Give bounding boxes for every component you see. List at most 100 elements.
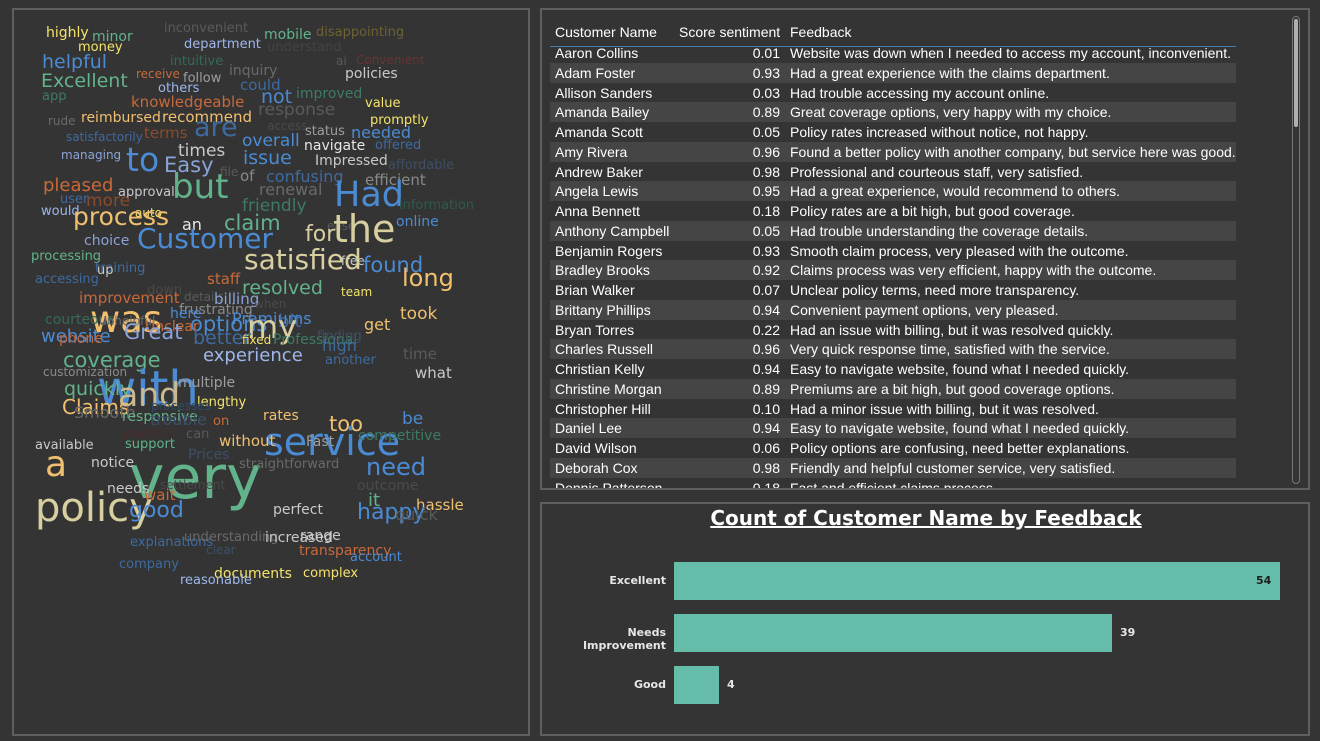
table-row[interactable]: Christine Morgan 0.89 Premiums are a bit h… [550, 378, 1236, 399]
word-cloud-word[interactable]: quickly [64, 378, 132, 400]
word-cloud-word[interactable]: improvement [79, 289, 180, 307]
word-cloud-word[interactable]: others [158, 81, 200, 96]
word-cloud-word[interactable]: knowledgeable [131, 93, 245, 111]
word-cloud-word[interactable]: need [366, 453, 426, 481]
word-cloud-word[interactable]: Prices [188, 447, 230, 463]
word-cloud-word[interactable]: promptly [370, 113, 429, 128]
word-cloud-word[interactable]: better [193, 327, 252, 349]
word-cloud-word[interactable]: for [305, 222, 336, 247]
word-cloud-word[interactable]: fixed [242, 333, 272, 347]
word-cloud-word[interactable]: website [41, 326, 111, 347]
word-cloud-word[interactable]: good [129, 498, 184, 523]
word-cloud-word[interactable]: very [129, 443, 262, 513]
word-cloud-word[interactable]: department [184, 37, 261, 52]
word-cloud-word[interactable]: training [95, 261, 146, 276]
table-scrollbar[interactable] [1292, 16, 1300, 484]
word-cloud-word[interactable]: could [240, 76, 281, 94]
word-cloud-word[interactable]: settlement [160, 478, 226, 492]
word-cloud-word[interactable]: policy [35, 485, 153, 531]
word-cloud-word[interactable]: team [341, 285, 373, 299]
word-cloud-word[interactable]: reasonable [180, 573, 252, 588]
word-cloud-word[interactable]: terms [144, 124, 188, 142]
table-row[interactable]: Bradley Brooks 0.92 Claims process was ver… [550, 260, 1236, 280]
word-cloud-word[interactable]: Great [124, 320, 183, 344]
word-cloud-word[interactable]: ease [327, 219, 356, 233]
column-header-customer-name[interactable]: Customer Name [555, 24, 657, 40]
word-cloud-word[interactable]: mobile [264, 27, 312, 43]
word-cloud-word[interactable]: my [247, 308, 298, 346]
word-cloud-word[interactable]: found [363, 253, 424, 277]
word-cloud-word[interactable]: Easy [164, 153, 214, 177]
word-cloud-word[interactable]: account [350, 550, 402, 565]
word-cloud-word[interactable]: wait [144, 486, 176, 504]
word-cloud-word[interactable]: outcome [357, 478, 419, 494]
word-cloud-word[interactable]: here [170, 306, 202, 322]
word-cloud-word[interactable]: resolved [242, 277, 323, 299]
word-cloud-word[interactable]: online [396, 214, 439, 230]
word-cloud-word[interactable]: too [329, 412, 363, 436]
word-cloud-word[interactable]: with [97, 361, 199, 417]
word-cloud-word[interactable]: rude [48, 114, 76, 128]
bar[interactable] [674, 614, 1112, 652]
word-cloud-word[interactable]: of [240, 167, 255, 185]
word-cloud-word[interactable]: disappointing [316, 25, 405, 40]
table-row[interactable]: Christopher Hill 0.10 Had a minor issue wi… [550, 399, 1236, 419]
word-cloud-word[interactable]: information [399, 198, 475, 213]
word-cloud-word[interactable]: understand [267, 40, 342, 55]
table-row[interactable]: Brittany Phillips 0.94 Convenient payment … [550, 299, 1236, 320]
word-cloud-word[interactable]: times [178, 141, 226, 161]
word-cloud-word[interactable]: up [97, 263, 114, 278]
word-cloud-word[interactable]: auto [135, 206, 163, 220]
feedback-bar-chart[interactable]: Count of Customer Name by Feedback Excel… [540, 502, 1310, 736]
word-cloud-word[interactable]: satisfied [244, 243, 362, 276]
word-cloud-word[interactable]: Had [334, 175, 404, 215]
word-cloud-word[interactable]: choice [84, 233, 130, 249]
word-cloud-word[interactable]: status [305, 124, 345, 139]
word-cloud-word[interactable]: reimbursed [81, 110, 161, 126]
table-row[interactable]: Deborah Cox 0.98 Friendly and helpful cust… [550, 457, 1236, 478]
word-cloud-word[interactable]: hassle [416, 496, 464, 514]
word-cloud-word[interactable]: are [194, 112, 238, 143]
word-cloud-word[interactable]: an [182, 215, 202, 234]
word-cloud-word[interactable]: unhelpful [99, 314, 156, 328]
word-cloud-word[interactable]: but [172, 167, 229, 207]
word-cloud-word[interactable]: time [403, 345, 437, 363]
word-cloud-word[interactable]: Convenient [356, 53, 425, 67]
word-cloud-word[interactable]: explanations [130, 535, 214, 550]
word-cloud-word[interactable]: Professional [273, 332, 358, 348]
scrollbar-thumb[interactable] [1294, 19, 1298, 127]
table-row[interactable]: Christian Kelly 0.94 Easy to navigate webs… [550, 359, 1236, 379]
word-cloud-word[interactable]: company [119, 557, 179, 572]
word-cloud-word[interactable]: without [219, 432, 276, 450]
word-cloud-word[interactable]: transparency [299, 543, 392, 559]
word-cloud-word[interactable]: Premiums [232, 309, 312, 328]
table-row[interactable]: Benjamin Rogers 0.93 Smooth claim process,… [550, 241, 1236, 261]
word-cloud-word[interactable]: increased [265, 530, 333, 546]
word-cloud-word[interactable]: user [60, 192, 89, 207]
word-cloud-word[interactable]: bit [278, 311, 302, 332]
word-cloud-word[interactable]: phone [59, 331, 103, 347]
table-row[interactable]: Amanda Scott 0.05 Policy rates increased w… [550, 122, 1236, 142]
word-cloud-word[interactable]: overall [242, 131, 300, 151]
word-cloud-word[interactable]: confusing [266, 167, 344, 186]
word-cloud-word[interactable]: efficient [365, 171, 426, 189]
word-cloud-word[interactable]: experience [203, 345, 303, 366]
word-cloud-word[interactable]: straightforward [239, 457, 340, 472]
word-cloud-word[interactable]: Excellent [41, 70, 128, 92]
word-cloud-word[interactable]: affordable [388, 158, 455, 173]
table-row[interactable]: Angela Lewis 0.95 Had a great experience, … [550, 181, 1236, 201]
word-cloud-word[interactable]: friendly [242, 196, 307, 216]
word-cloud-word[interactable]: frustrating [179, 302, 253, 318]
word-cloud-word[interactable]: perfect [273, 502, 323, 518]
word-cloud-word[interactable]: payment [123, 426, 177, 440]
word-cloud-word[interactable]: to [126, 140, 160, 179]
word-cloud-word[interactable]: would [41, 204, 80, 219]
word-cloud-word[interactable]: recommend [162, 108, 252, 126]
table-row[interactable]: Bryan Torres 0.22 Had an issue with billin… [550, 320, 1236, 340]
word-cloud-word[interactable]: receive [136, 67, 180, 81]
word-cloud-word[interactable]: response [258, 100, 336, 120]
word-cloud-word[interactable]: happy [357, 500, 426, 525]
word-cloud-word[interactable]: file [220, 165, 239, 179]
word-cloud-word[interactable]: free [341, 254, 365, 268]
word-cloud-word[interactable]: billing [214, 290, 260, 308]
